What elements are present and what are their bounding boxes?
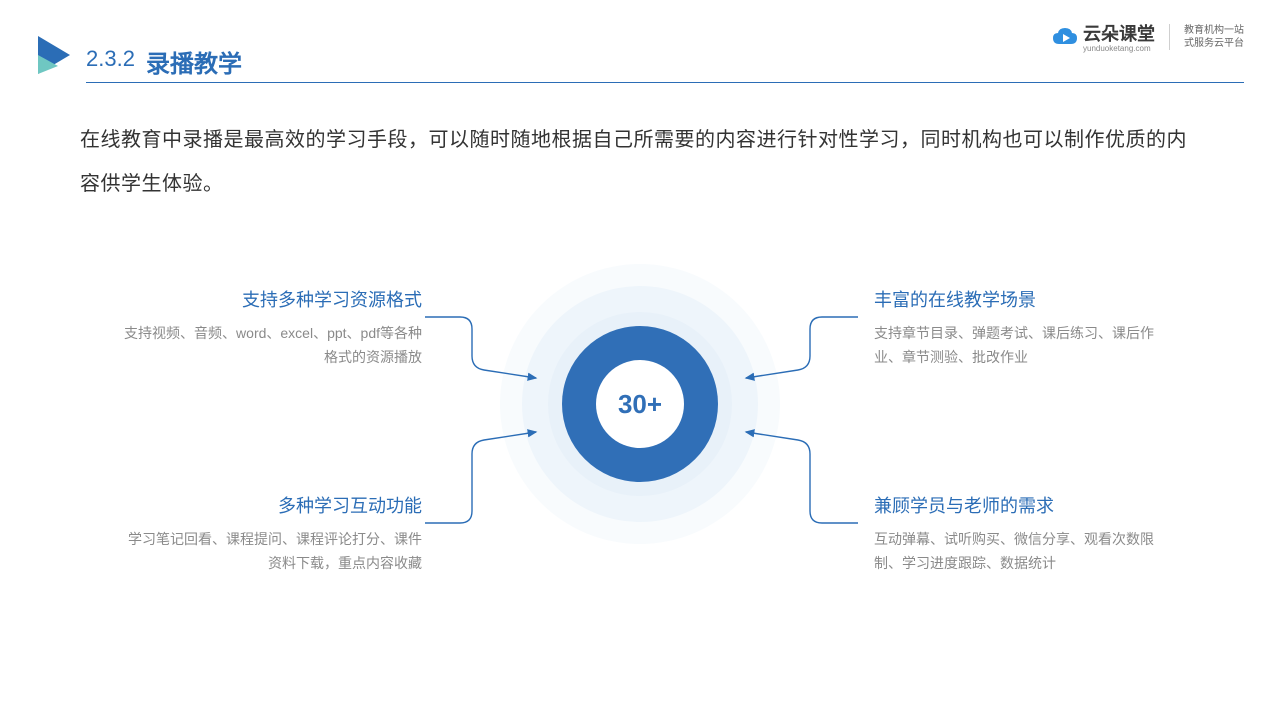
feature-bottom-right: 兼顾学员与老师的需求 互动弹幕、试听购买、微信分享、观看次数限制、学习进度跟踪、… (874, 492, 1174, 576)
feature-title: 支持多种学习资源格式 (122, 286, 422, 312)
feature-bottom-left: 多种学习互动功能 学习笔记回看、课程提问、课程评论打分、课件资料下载，重点内容收… (122, 492, 422, 576)
feature-desc: 支持章节目录、弹题考试、课后练习、课后作业、章节测验、批改作业 (874, 322, 1174, 370)
feature-top-left: 支持多种学习资源格式 支持视频、音频、word、excel、ppt、pdf等各种… (122, 286, 422, 370)
intro-paragraph: 在线教育中录播是最高效的学习手段，可以随时随地根据自己所需要的内容进行针对性学习… (80, 118, 1200, 206)
brand-tagline-line2: 式服务云平台 (1184, 37, 1244, 50)
feature-title: 多种学习互动功能 (122, 492, 422, 518)
brand-tagline-line1: 教育机构一站 (1184, 24, 1244, 37)
cloud-icon (1051, 26, 1079, 48)
feature-desc: 支持视频、音频、word、excel、ppt、pdf等各种格式的资源播放 (122, 322, 422, 370)
brand-tagline: 教育机构一站 式服务云平台 (1184, 24, 1244, 50)
center-circle-graphic: 30+ (500, 264, 780, 544)
brand-divider (1169, 24, 1170, 50)
brand-domain: yunduoketang.com (1083, 44, 1155, 53)
feature-title: 丰富的在线教学场景 (874, 286, 1174, 312)
feature-desc: 互动弹幕、试听购买、微信分享、观看次数限制、学习进度跟踪、数据统计 (874, 528, 1174, 576)
title-underline (86, 82, 1244, 83)
center-label: 30+ (618, 389, 662, 420)
feature-title: 兼顾学员与老师的需求 (874, 492, 1174, 518)
brand-block: 云朵课堂 yunduoketang.com 教育机构一站 式服务云平台 (1051, 20, 1244, 53)
section-number: 2.3.2 (86, 46, 135, 72)
section-title: 录播教学 (146, 44, 242, 79)
feature-top-right: 丰富的在线教学场景 支持章节目录、弹题考试、课后练习、课后作业、章节测验、批改作… (874, 286, 1174, 370)
play-icon (34, 34, 76, 81)
ring-inner: 30+ (596, 360, 684, 448)
brand-logo: 云朵课堂 yunduoketang.com (1051, 20, 1155, 53)
feature-desc: 学习笔记回看、课程提问、课程评论打分、课件资料下载，重点内容收藏 (122, 528, 422, 576)
brand-name: 云朵课堂 (1083, 24, 1155, 44)
